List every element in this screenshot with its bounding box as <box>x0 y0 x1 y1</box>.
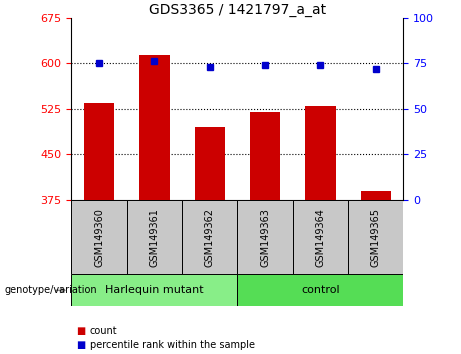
FancyBboxPatch shape <box>237 200 293 274</box>
Bar <box>84 103 114 200</box>
Bar <box>250 112 280 200</box>
FancyBboxPatch shape <box>182 200 237 274</box>
FancyBboxPatch shape <box>237 274 403 306</box>
Title: GDS3365 / 1421797_a_at: GDS3365 / 1421797_a_at <box>149 3 326 17</box>
Bar <box>139 55 170 200</box>
Bar <box>305 106 336 200</box>
Bar <box>361 191 391 200</box>
Text: count: count <box>90 326 118 336</box>
FancyBboxPatch shape <box>71 274 237 306</box>
Text: genotype/variation: genotype/variation <box>5 285 97 295</box>
Text: Harlequin mutant: Harlequin mutant <box>105 285 204 295</box>
Text: GSM149362: GSM149362 <box>205 208 215 267</box>
FancyBboxPatch shape <box>293 200 348 274</box>
Text: GSM149364: GSM149364 <box>315 208 325 267</box>
FancyBboxPatch shape <box>348 200 403 274</box>
Text: ■: ■ <box>76 340 85 350</box>
Text: GSM149360: GSM149360 <box>94 208 104 267</box>
FancyBboxPatch shape <box>71 200 127 274</box>
Text: control: control <box>301 285 340 295</box>
FancyBboxPatch shape <box>127 200 182 274</box>
Text: percentile rank within the sample: percentile rank within the sample <box>90 340 255 350</box>
Text: GSM149365: GSM149365 <box>371 208 381 267</box>
Bar <box>195 127 225 200</box>
Text: ■: ■ <box>76 326 85 336</box>
Text: GSM149361: GSM149361 <box>149 208 160 267</box>
Text: GSM149363: GSM149363 <box>260 208 270 267</box>
